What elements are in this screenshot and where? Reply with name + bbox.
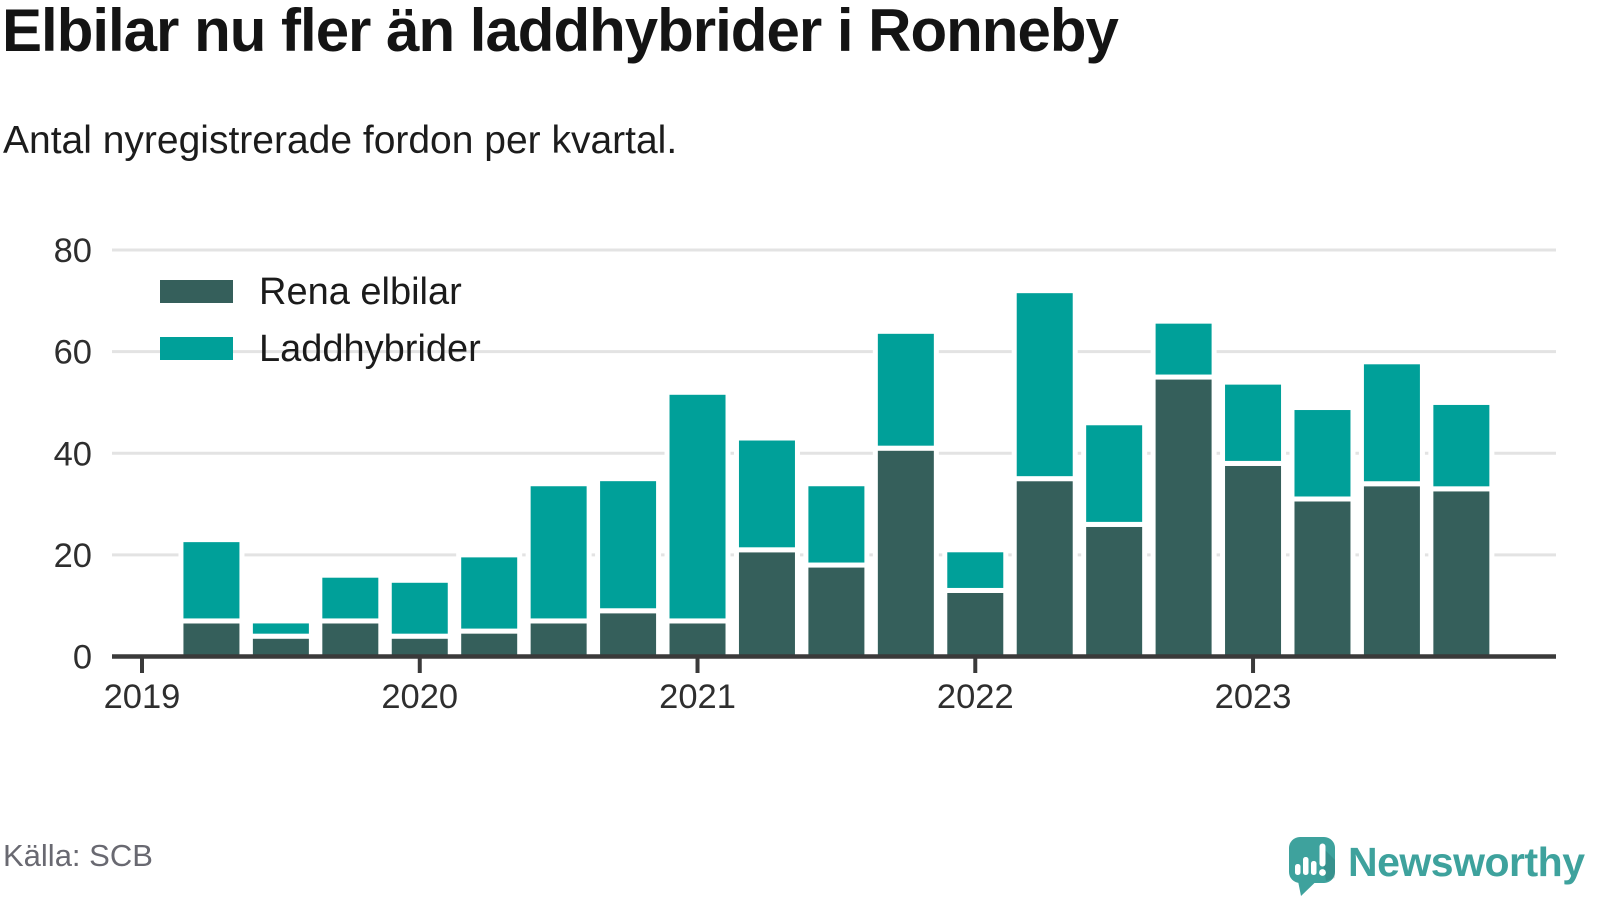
bar-2023 Q1-rena-elbilar xyxy=(1220,460,1287,662)
bar-2021 Q2-rena-elbilar xyxy=(733,547,800,663)
legend-label: Rena elbilar xyxy=(259,270,462,313)
bar-2020 Q3-rena-elbilar xyxy=(525,618,592,662)
bar-2021 Q1-laddhybrider xyxy=(664,389,731,624)
x-tick-label-2020: 2020 xyxy=(381,678,458,716)
bar-2023 Q3-laddhybrider xyxy=(1358,359,1425,487)
chart-legend: Rena elbilar Laddhybrider xyxy=(160,269,481,383)
bar-2023 Q2-rena-elbilar xyxy=(1289,496,1356,663)
bar-2023 Q4-laddhybrider xyxy=(1428,399,1495,492)
bar-2019 Q2-rena-elbilar xyxy=(178,618,245,662)
x-tick-label-2022: 2022 xyxy=(937,678,1014,716)
bar-2020 Q4-rena-elbilar xyxy=(595,608,662,662)
legend-item-laddhybrider: Laddhybrider xyxy=(160,326,481,371)
bar-2023 Q3-rena-elbilar xyxy=(1358,481,1425,662)
bar-2022 Q3-laddhybrider xyxy=(1081,420,1148,527)
bar-2022 Q3-rena-elbilar xyxy=(1081,521,1148,662)
bar-2021 Q1-rena-elbilar xyxy=(664,618,731,662)
bar-2023 Q4-rena-elbilar xyxy=(1428,486,1495,662)
legend-label: Laddhybrider xyxy=(259,327,481,370)
bar-2020 Q4-laddhybrider xyxy=(595,476,662,614)
legend-swatch-laddhybrider xyxy=(160,337,233,360)
bar-2022 Q4-laddhybrider xyxy=(1150,318,1217,380)
bar-2020 Q2-laddhybrider xyxy=(456,552,523,634)
bar-2020 Q1-laddhybrider xyxy=(386,577,453,639)
source-attribution: Källa: SCB xyxy=(3,838,153,873)
y-tick-label-80: 80 xyxy=(54,232,92,270)
legend-swatch-rena-elbilar xyxy=(160,280,233,303)
bar-2022 Q2-laddhybrider xyxy=(1011,288,1078,482)
x-tick-label-2021: 2021 xyxy=(659,678,736,716)
bar-2022 Q4-rena-elbilar xyxy=(1150,374,1217,662)
bar-2021 Q4-laddhybrider xyxy=(872,328,939,451)
y-tick-label-40: 40 xyxy=(54,435,92,473)
y-tick-label-20: 20 xyxy=(54,537,92,575)
legend-item-rena-elbilar: Rena elbilar xyxy=(160,269,481,314)
y-tick-label-60: 60 xyxy=(54,334,92,372)
bar-2019 Q3-laddhybrider xyxy=(247,618,314,639)
bar-2019 Q4-rena-elbilar xyxy=(317,618,384,662)
bar-2019 Q4-laddhybrider xyxy=(317,572,384,624)
bar-2023 Q1-laddhybrider xyxy=(1220,379,1287,466)
x-tick-label-2019: 2019 xyxy=(104,678,181,716)
bar-2022 Q2-rena-elbilar xyxy=(1011,476,1078,663)
x-tick-label-2023: 2023 xyxy=(1215,678,1292,716)
bar-2021 Q3-rena-elbilar xyxy=(803,562,870,662)
bar-2022 Q1-rena-elbilar xyxy=(942,587,1009,663)
bar-2022 Q1-laddhybrider xyxy=(942,547,1009,593)
bar-2023 Q2-laddhybrider xyxy=(1289,405,1356,502)
bar-2021 Q4-rena-elbilar xyxy=(872,445,939,662)
newsworthy-logo[interactable]: Newsworthy xyxy=(1288,836,1585,898)
page-title: Elbilar nu fler än laddhybrider i Ronneb… xyxy=(2,0,1119,64)
newsworthy-logo-icon xyxy=(1289,837,1335,896)
newsworthy-wordmark: Newsworthy xyxy=(1348,839,1585,885)
page-subtitle: Antal nyregistrerade fordon per kvartal. xyxy=(3,119,678,162)
bar-2019 Q2-laddhybrider xyxy=(178,537,245,624)
bar-2021 Q2-laddhybrider xyxy=(733,435,800,553)
bar-2021 Q3-laddhybrider xyxy=(803,481,870,568)
y-tick-label-0: 0 xyxy=(73,639,92,677)
bar-2020 Q3-laddhybrider xyxy=(525,481,592,624)
